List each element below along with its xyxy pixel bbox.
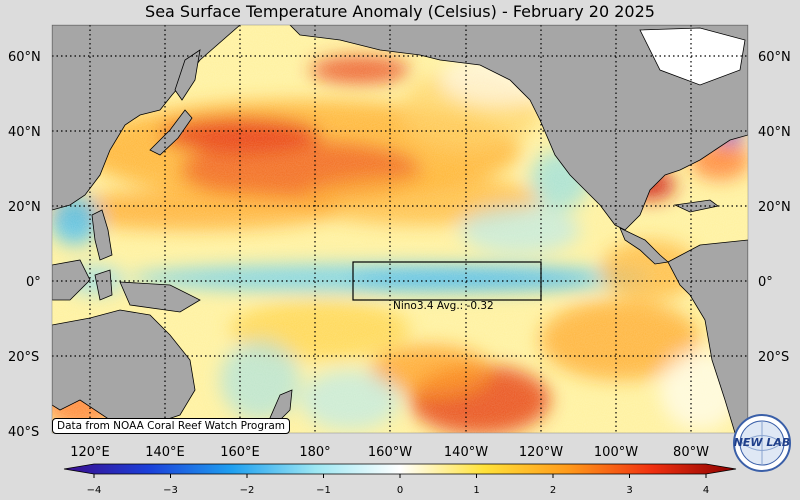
lat-label: 0°	[758, 275, 773, 290]
lon-label: 160°W	[368, 445, 412, 460]
lat-label: 40°S	[8, 425, 39, 440]
colorbar: −4 −3 −2 −1 0 1 2 3 4	[63, 463, 737, 496]
lat-label: 0°	[26, 275, 41, 290]
land-japan	[149, 109, 193, 156]
colorbar-tick-label: 0	[397, 485, 403, 496]
land-south-america	[667, 239, 748, 433]
land-philippines	[91, 209, 113, 261]
colorbar-tick-label: 2	[550, 485, 556, 496]
lat-labels-right: 60°N 40°N 20°N 0° 20°S	[758, 50, 791, 365]
colorbar-tick-label: −2	[240, 485, 255, 496]
data-credit: Data from NOAA Coral Reef Watch Program	[52, 418, 290, 434]
landmasses	[52, 25, 748, 433]
nino34-box	[352, 261, 542, 301]
lat-label: 20°S	[758, 350, 789, 365]
nino34-average: Nino3.4 Avg.: -0.32	[393, 300, 494, 312]
newlab-logo: NEW LAB	[733, 414, 791, 472]
colorbar-tick-label: 4	[703, 485, 709, 496]
colorbar-tick-label: −1	[316, 485, 331, 496]
colorbar-ticks: −4 −3 −2 −1 0 1 2 3 4	[87, 474, 709, 496]
map-title: Sea Surface Temperature Anomaly (Celsius…	[145, 2, 655, 21]
lon-label: 120°E	[70, 445, 110, 460]
lat-label: 40°N	[758, 125, 791, 140]
lat-label: 60°N	[758, 50, 791, 65]
land-borneo	[52, 259, 91, 301]
lon-label: 180°	[299, 445, 330, 460]
land-australia	[52, 309, 196, 426]
colorbar-tick-label: −3	[163, 485, 178, 496]
lon-label: 120°W	[519, 445, 563, 460]
lat-label: 60°N	[8, 50, 41, 65]
lon-label: 100°W	[594, 445, 638, 460]
lat-label: 20°N	[8, 200, 41, 215]
land-central-america	[619, 227, 669, 265]
colorbar-tick-label: −4	[87, 485, 102, 496]
land-new-zealand	[269, 389, 293, 426]
colorbar-tick-label: 3	[626, 485, 632, 496]
lat-labels-left: 60°N 40°N 20°N 0° 20°S 40°S	[8, 50, 41, 440]
land-new-guinea	[119, 281, 201, 313]
lat-label: 40°N	[8, 125, 41, 140]
lon-label: 140°W	[444, 445, 488, 460]
land-north-america	[289, 25, 748, 231]
grid-lines	[52, 25, 748, 433]
lat-label: 20°N	[758, 200, 791, 215]
lon-label: 140°E	[145, 445, 185, 460]
land-sulawesi	[94, 269, 113, 301]
colorbar-bar	[63, 463, 737, 475]
lat-label: 20°S	[8, 350, 39, 365]
logo-text: NEW LAB	[734, 436, 791, 449]
land-kamchatka	[174, 49, 201, 101]
lon-label: 160°E	[220, 445, 260, 460]
lon-labels: 120°E 140°E 160°E 180° 160°W 140°W 120°W…	[70, 445, 709, 460]
lon-label: 80°W	[673, 445, 709, 460]
colorbar-tick-label: 1	[473, 485, 479, 496]
